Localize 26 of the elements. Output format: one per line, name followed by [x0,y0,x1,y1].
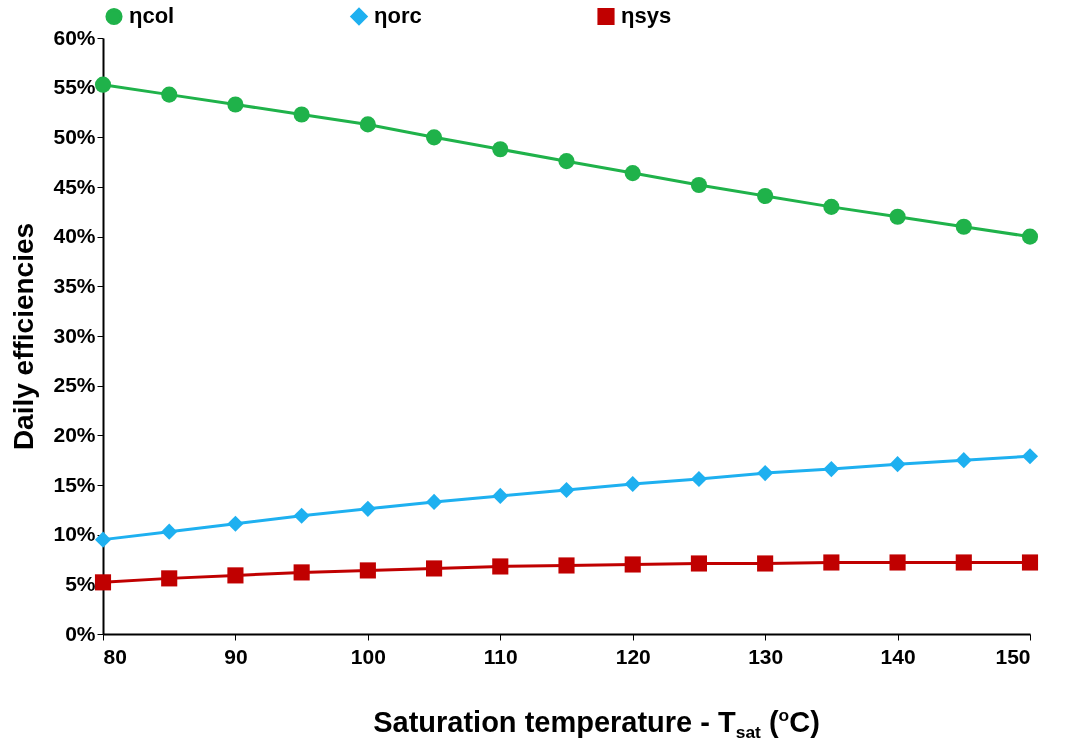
y-tick-label: 40% [53,224,96,248]
x-tick-label: 120 [615,644,651,668]
y-tick-label: 15% [53,472,96,496]
y-tick-label: 25% [53,373,96,397]
x-tick-label: 150 [995,644,1031,668]
x-tick-label: 90 [224,644,248,668]
x-tick-label: 80 [103,644,127,668]
legend-label: ηorc [374,3,422,29]
x-tick-label: 140 [880,644,916,668]
x-tick-label: 130 [748,644,784,668]
y-tick-label: 5% [65,571,96,595]
y-tick-label: 55% [53,75,96,99]
legend-label: ηcol [129,3,175,29]
y-tick-label: 60% [53,25,96,49]
legend-label: ηsys [621,3,672,29]
y-tick-label: 35% [53,273,96,297]
x-tick-label: 100 [350,644,386,668]
y-tick-label: 45% [53,174,96,198]
x-tick-label: 110 [483,644,518,668]
y-tick-label: 0% [65,621,96,645]
y-axis-title: Daily efficiencies [8,222,40,451]
y-tick-label: 20% [53,422,96,446]
y-tick-label: 30% [53,323,96,347]
y-tick-label: 10% [53,522,96,546]
y-tick-label: 50% [53,124,96,148]
x-axis-title: Saturation temperature - T$_{sat}$ ($^{o}$C) [372,705,821,744]
